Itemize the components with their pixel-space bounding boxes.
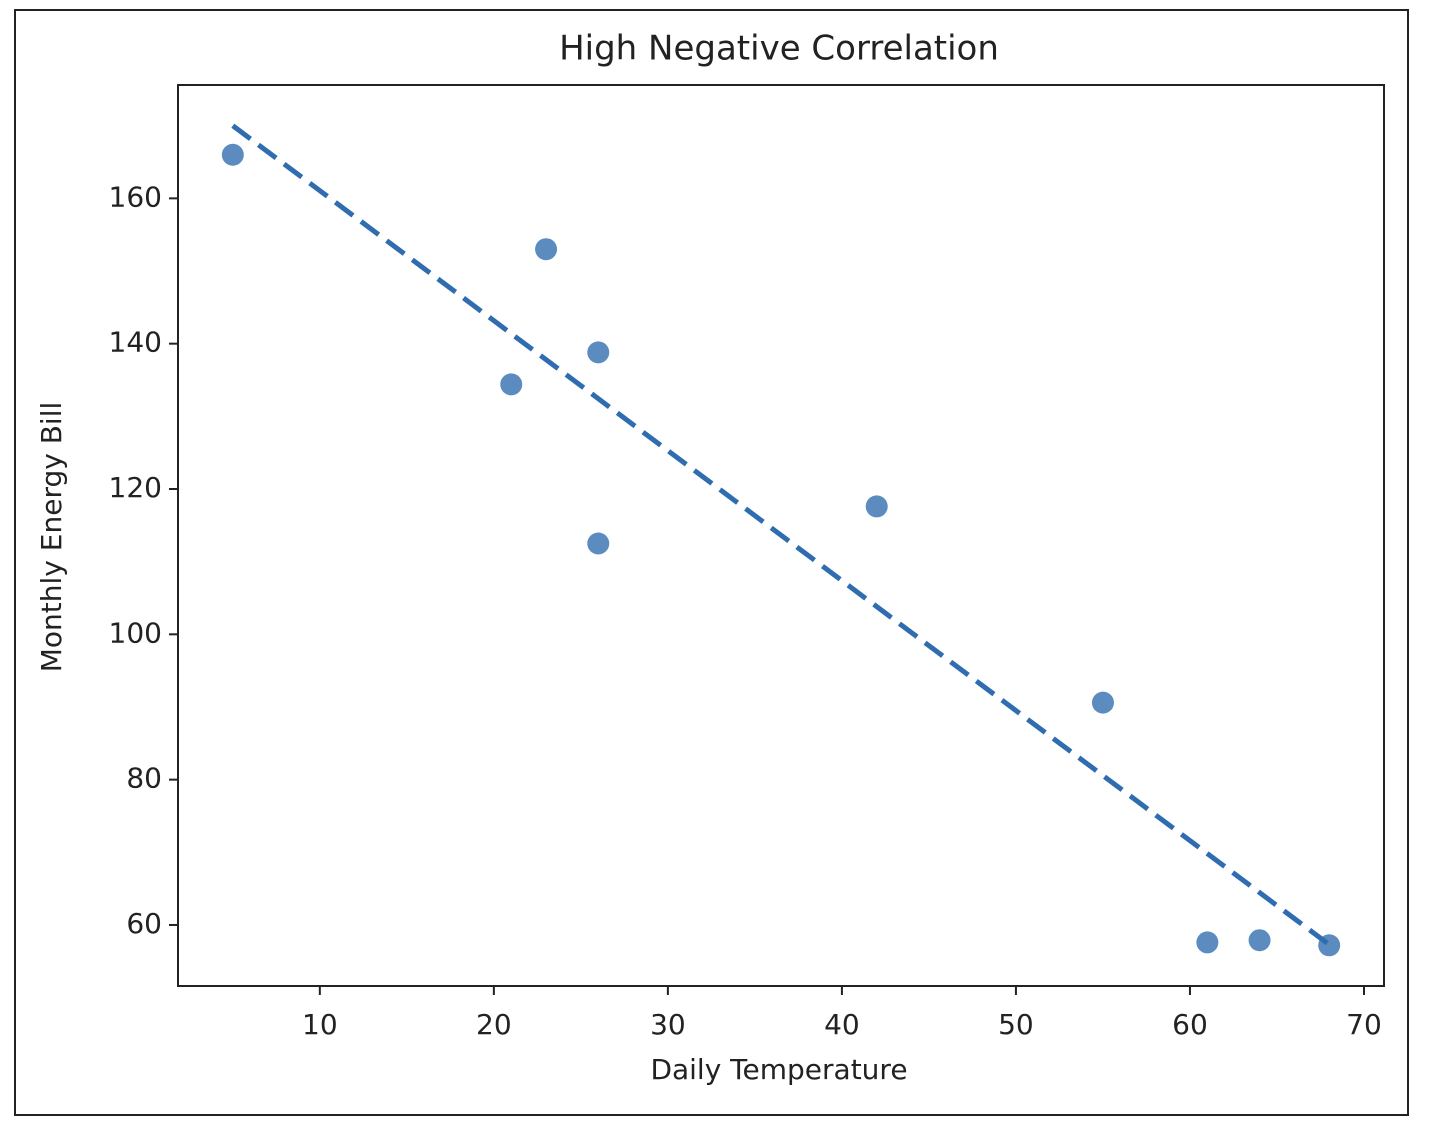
x-tick-label: 40 (824, 1008, 860, 1041)
y-axis-label: Monthly Energy Bill (35, 402, 68, 672)
y-tick-label: 80 (126, 762, 162, 795)
x-tick-label: 70 (1346, 1008, 1382, 1041)
trend-line (231, 123, 1331, 947)
plot-area (177, 84, 1385, 987)
point (587, 341, 610, 364)
point (1091, 691, 1114, 714)
y-tick-label: 160 (109, 180, 162, 213)
y-tick-label: 140 (109, 326, 162, 359)
x-tick-label: 10 (302, 1008, 338, 1041)
point (535, 238, 558, 261)
frame (14, 9, 1409, 1116)
point (865, 495, 888, 518)
y-tick-label: 100 (109, 616, 162, 649)
point (1248, 929, 1271, 952)
chart-title: High Negative Correlation (559, 29, 999, 69)
point (587, 532, 610, 555)
point (221, 143, 244, 166)
x-tick-label: 30 (650, 1008, 686, 1041)
point (1196, 931, 1219, 954)
x-tick-label: 60 (1172, 1008, 1208, 1041)
y-tick-label: 60 (126, 907, 162, 940)
x-tick-label: 20 (476, 1008, 512, 1041)
x-axis-label: Daily Temperature (650, 1053, 907, 1086)
point (500, 373, 523, 396)
y-tick-label: 120 (109, 471, 162, 504)
x-tick-label: 50 (998, 1008, 1034, 1041)
